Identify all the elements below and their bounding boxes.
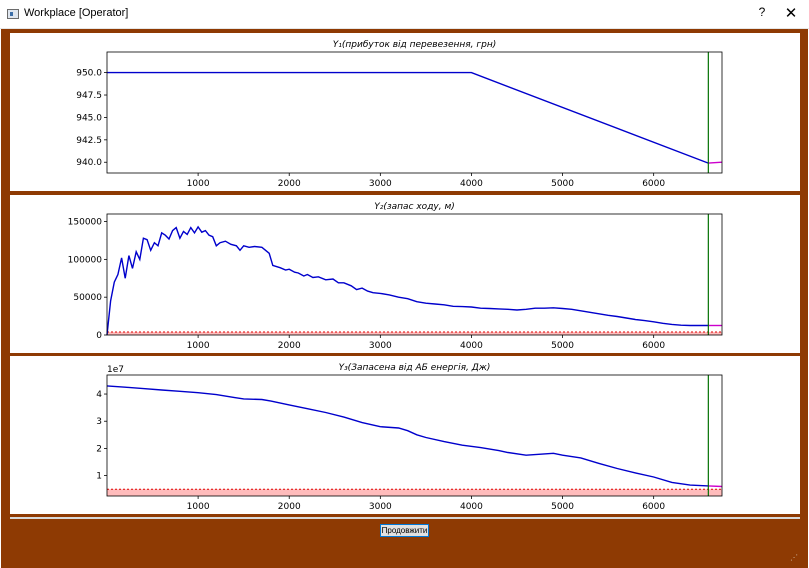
close-button[interactable]: ✕ xyxy=(784,5,798,22)
plot-frame xyxy=(106,51,723,174)
divider xyxy=(10,517,800,519)
x-tick-label: 6000 xyxy=(642,502,665,512)
chart-title: Y₁(прибуток від перевезення, грн) xyxy=(333,40,496,50)
help-button[interactable]: ? xyxy=(758,5,766,19)
x-tick-label: 1000 xyxy=(187,502,210,512)
x-tick-label: 3000 xyxy=(369,341,392,351)
y-tick-label: 950.0 xyxy=(76,69,102,79)
resize-grip-icon[interactable]: ⋰ xyxy=(790,553,798,562)
x-tick-label: 2000 xyxy=(278,502,301,512)
y-tick-label: 945.0 xyxy=(76,113,102,123)
x-tick-label: 2000 xyxy=(278,341,301,351)
chart-title: Y₃(Запасена від АБ енергія, Дж) xyxy=(339,363,491,373)
x-tick-label: 6000 xyxy=(642,341,665,351)
y-tick-label: 942.5 xyxy=(76,136,102,146)
y-tick-label: 50000 xyxy=(73,293,102,303)
title-bar: Workplace [Operator] ? ✕ xyxy=(0,0,809,29)
chart-panel-y2: Y₂(запас ходу, м) 1000 2000 3000 4000 5000 600… xyxy=(10,195,800,353)
chart-panel-y1: Y₁(прибуток від перевезення, грн) 1000 200… xyxy=(10,33,800,191)
x-tick-label: 4000 xyxy=(460,341,483,351)
x-tick-label: 2000 xyxy=(278,179,301,189)
tail-line xyxy=(708,161,723,164)
y-tick-label: 940.0 xyxy=(76,158,102,168)
chart-y1: Y₁(прибуток від перевезення, грн) 1000 200… xyxy=(76,40,723,189)
tail-line xyxy=(708,485,723,488)
chart-panel-y3: Y₃(Запасена від АБ енергія, Дж) 1000 2000 3… xyxy=(10,356,800,514)
series-line xyxy=(107,71,709,164)
threshold-band xyxy=(107,489,722,496)
y-tick-label: 4 xyxy=(96,390,102,400)
series-line xyxy=(106,385,709,487)
threshold-band xyxy=(107,331,722,335)
x-tick-label: 5000 xyxy=(551,341,574,351)
chart-y2: Y₂(запас ходу, м) 1000 2000 3000 4000 5000 600… xyxy=(68,202,723,351)
x-tick-label: 1000 xyxy=(187,341,210,351)
y-tick-label: 2 xyxy=(96,444,102,454)
main-area: Y₁(прибуток від перевезення, грн) 1000 200… xyxy=(1,29,808,568)
y-offset-label: 1e7 xyxy=(107,365,124,375)
x-tick-label: 3000 xyxy=(369,502,392,512)
x-tick-label: 4000 xyxy=(460,179,483,189)
y-tick-label: 1 xyxy=(96,472,102,482)
x-tick-label: 5000 xyxy=(551,179,574,189)
x-tick-label: 3000 xyxy=(369,179,392,189)
y-tick-label: 0 xyxy=(96,331,102,341)
x-tick-label: 5000 xyxy=(551,502,574,512)
window-title: Workplace [Operator] xyxy=(24,7,129,19)
chart-title: Y₂(запас ходу, м) xyxy=(374,202,455,212)
y-tick-label: 150000 xyxy=(68,218,103,228)
chart-y3: Y₃(Запасена від АБ енергія, Дж) 1000 2000 3… xyxy=(96,363,723,512)
y-tick-label: 947.5 xyxy=(76,91,102,101)
y-tick-label: 3 xyxy=(96,417,102,427)
plot-frame xyxy=(106,213,723,336)
x-tick-label: 1000 xyxy=(187,179,210,189)
series-line xyxy=(106,225,709,336)
continue-button[interactable]: Продовжити xyxy=(380,524,429,537)
app-window-icon xyxy=(7,9,19,19)
plot-frame xyxy=(106,374,723,497)
x-tick-label: 4000 xyxy=(460,502,483,512)
y-tick-label: 100000 xyxy=(68,255,103,265)
x-tick-label: 6000 xyxy=(642,179,665,189)
